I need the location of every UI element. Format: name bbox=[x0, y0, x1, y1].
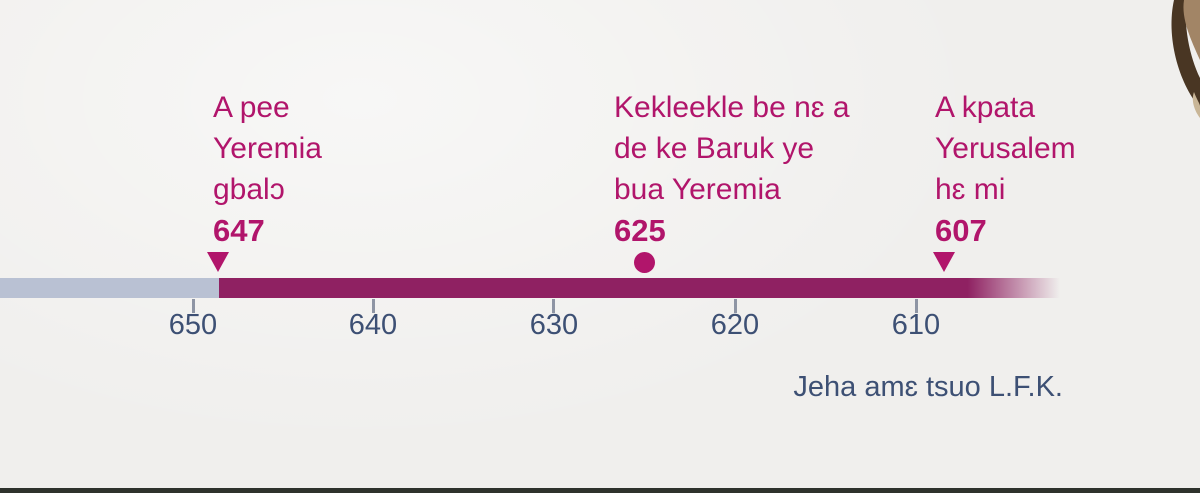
timeline-bar-pre-period bbox=[0, 278, 219, 298]
axis-tick-640 bbox=[372, 299, 375, 313]
event-label-625: Kekleekle be nɛ a de ke Baruk ye bua Yer… bbox=[614, 87, 850, 251]
event-625-line1: Kekleekle be nɛ a bbox=[614, 91, 850, 124]
circle-marker-625 bbox=[634, 252, 655, 273]
event-label-647: A pee Yeremia gbalɔ 647 bbox=[213, 87, 322, 251]
triangle-down-marker-607 bbox=[933, 252, 955, 272]
event-607-year: 607 bbox=[935, 213, 987, 248]
event-625-line2: de ke Baruk ye bbox=[614, 132, 815, 165]
axis-label-620: 620 bbox=[710, 309, 760, 341]
axis-tick-630 bbox=[552, 299, 555, 313]
axis-tick-650 bbox=[192, 299, 195, 313]
axis-label-640: 640 bbox=[348, 309, 398, 341]
event-607-line3: hɛ mi bbox=[935, 173, 1006, 206]
event-647-line1: A pee bbox=[213, 91, 290, 124]
event-625-year: 625 bbox=[614, 213, 666, 248]
event-607-line1: A kpata bbox=[935, 91, 1036, 124]
axis-label-610: 610 bbox=[891, 309, 941, 341]
axis-caption: Jeha amɛ tsuo L.F.K. bbox=[793, 371, 1063, 403]
axis-label-630: 630 bbox=[529, 309, 579, 341]
axis-label-650: 650 bbox=[168, 309, 218, 341]
bottom-edge-strip bbox=[0, 488, 1200, 493]
illustration-corner-art bbox=[1171, 0, 1200, 118]
event-625-line3: bua Yeremia bbox=[614, 173, 781, 206]
timeline-bar-highlight bbox=[219, 278, 1060, 298]
axis-tick-610 bbox=[915, 299, 918, 313]
triangle-down-marker-647 bbox=[207, 252, 229, 272]
event-647-line3: gbalɔ bbox=[213, 173, 285, 206]
event-607-line2: Yerusalem bbox=[935, 132, 1076, 165]
event-647-year: 647 bbox=[213, 213, 265, 248]
event-label-607: A kpata Yerusalem hɛ mi 607 bbox=[935, 87, 1076, 251]
event-647-line2: Yeremia bbox=[213, 132, 322, 165]
axis-tick-620 bbox=[734, 299, 737, 313]
